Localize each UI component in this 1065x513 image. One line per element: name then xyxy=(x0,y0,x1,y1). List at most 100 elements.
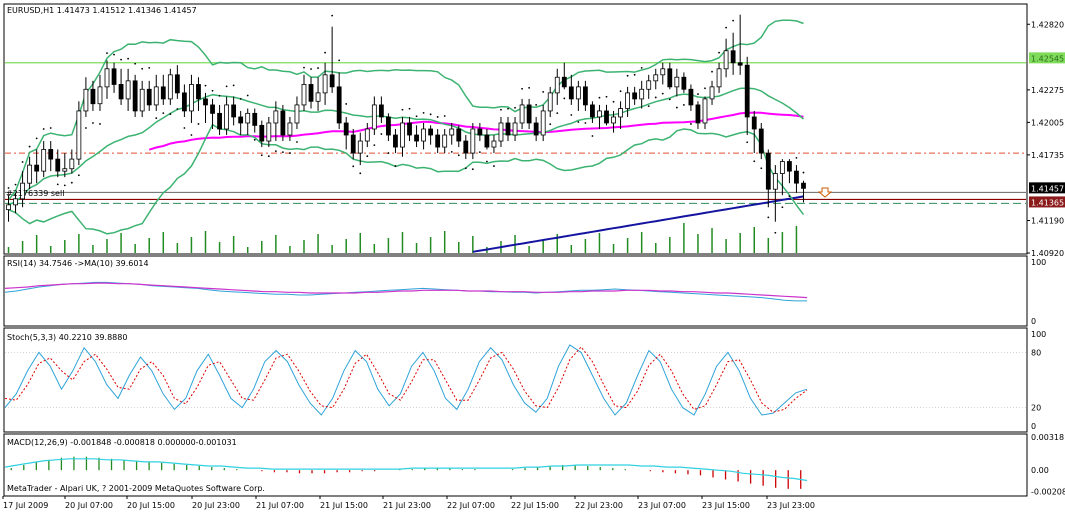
sar-dot xyxy=(70,181,73,184)
sar-dot xyxy=(28,145,31,148)
sar-dot xyxy=(373,144,376,147)
candle-up xyxy=(674,76,680,88)
candle-down xyxy=(34,164,40,172)
candle-down xyxy=(568,86,574,100)
sar-dot xyxy=(303,66,305,69)
candle-down xyxy=(463,140,469,154)
price-chart[interactable] xyxy=(5,14,1026,253)
macd-signal-line xyxy=(4,458,808,482)
sar-dot xyxy=(668,98,671,101)
sar-dot xyxy=(415,115,418,118)
candle-down xyxy=(238,116,244,124)
candle-up xyxy=(27,164,33,184)
candle-down xyxy=(231,104,237,118)
candle-down xyxy=(632,92,638,100)
candle-down xyxy=(329,74,335,88)
candle-up xyxy=(287,122,293,136)
sar-dot xyxy=(190,134,193,136)
copyright-text: MetaTrader - Alpari UK, ? 2001-2009 Meta… xyxy=(7,484,265,493)
sar-dot xyxy=(802,171,805,174)
candle-down xyxy=(505,122,511,136)
candle-down xyxy=(477,128,483,136)
candle-down xyxy=(378,104,384,118)
candle-down xyxy=(407,122,412,136)
candle-down xyxy=(217,112,222,130)
sar-dot xyxy=(232,84,235,87)
sar-dot xyxy=(77,174,80,177)
stoch-main-line xyxy=(4,344,808,416)
candle-down xyxy=(751,116,757,130)
sar-dot xyxy=(514,106,516,109)
time-tick-label: 23 Jul 23:00 xyxy=(767,501,815,510)
sar-dot xyxy=(225,85,228,88)
sar-dot xyxy=(746,141,749,144)
sar-dot xyxy=(274,150,277,153)
sar-dot xyxy=(352,165,355,168)
candle-down xyxy=(695,104,701,124)
candle-down xyxy=(393,134,398,148)
candle-up xyxy=(554,76,560,94)
candle-up xyxy=(519,104,525,124)
candle-up xyxy=(20,182,25,200)
sar-dot xyxy=(500,108,502,111)
candle-up xyxy=(364,128,370,142)
time-tick-label: 22 Jul 15:00 xyxy=(511,501,559,510)
sar-dot xyxy=(711,70,713,73)
sar-dot xyxy=(92,122,94,124)
candle-up xyxy=(224,104,230,130)
rsi-chart[interactable]: 100 0 xyxy=(4,258,1046,326)
candle-up xyxy=(449,128,455,136)
candle-down xyxy=(794,170,799,184)
candle-up xyxy=(371,104,377,130)
sar-dot xyxy=(760,167,763,170)
sar-dot xyxy=(697,93,699,95)
candle-up xyxy=(421,128,426,142)
sar-dot xyxy=(134,62,137,65)
candle-down xyxy=(210,104,215,114)
candle-down xyxy=(667,68,673,88)
stoch-tick-label: 20 xyxy=(1031,404,1041,413)
sar-dot xyxy=(528,86,531,89)
sar-dot xyxy=(654,96,657,99)
macd-chart[interactable]: 0.00318 0.00 -0.00208 xyxy=(4,433,1065,497)
sar-dot xyxy=(99,123,101,125)
price-tick-label: 1.41190 xyxy=(1031,216,1064,225)
sar-dot xyxy=(591,135,594,137)
sar-dot xyxy=(598,96,601,99)
candle-up xyxy=(294,104,300,124)
sar-dot xyxy=(675,106,678,109)
candle-up xyxy=(76,110,82,160)
sar-dot xyxy=(260,154,263,157)
candle-up xyxy=(245,112,251,124)
candle-up xyxy=(639,88,645,100)
time-tick-label: 23 Jul 15:00 xyxy=(702,501,750,510)
sar-dot xyxy=(471,168,474,171)
time-tick-label: 23 Jul 07:00 xyxy=(638,501,686,510)
candle-down xyxy=(252,112,258,126)
candle-up xyxy=(153,86,159,106)
stochastic-chart[interactable]: 100 80 20 0 xyxy=(4,330,1046,431)
candle-up xyxy=(125,80,131,100)
sar-dot xyxy=(380,133,383,135)
candle-up xyxy=(301,84,307,106)
candle-down xyxy=(737,62,743,66)
stoch-tick-label: 80 xyxy=(1031,348,1041,357)
candle-up xyxy=(13,198,18,206)
green-level-box xyxy=(1029,52,1065,64)
sell-arrow-icon xyxy=(817,187,833,198)
sar-dot xyxy=(725,26,727,29)
sar-dot xyxy=(612,100,615,103)
candle-up xyxy=(723,50,729,70)
sar-dot xyxy=(35,137,38,140)
candle-down xyxy=(196,84,201,100)
sar-dot xyxy=(450,150,453,153)
candle-up xyxy=(167,74,173,100)
sar-dot xyxy=(21,161,24,163)
time-axis: 17 Jul 2009 20 Jul 07:00 20 Jul 15:00 20 Ju… xyxy=(2,496,815,510)
candle-up xyxy=(470,128,476,154)
ma-magenta-line xyxy=(148,111,804,151)
candle-down xyxy=(590,104,595,118)
candle-up xyxy=(189,84,194,112)
sar-dot xyxy=(127,57,130,60)
